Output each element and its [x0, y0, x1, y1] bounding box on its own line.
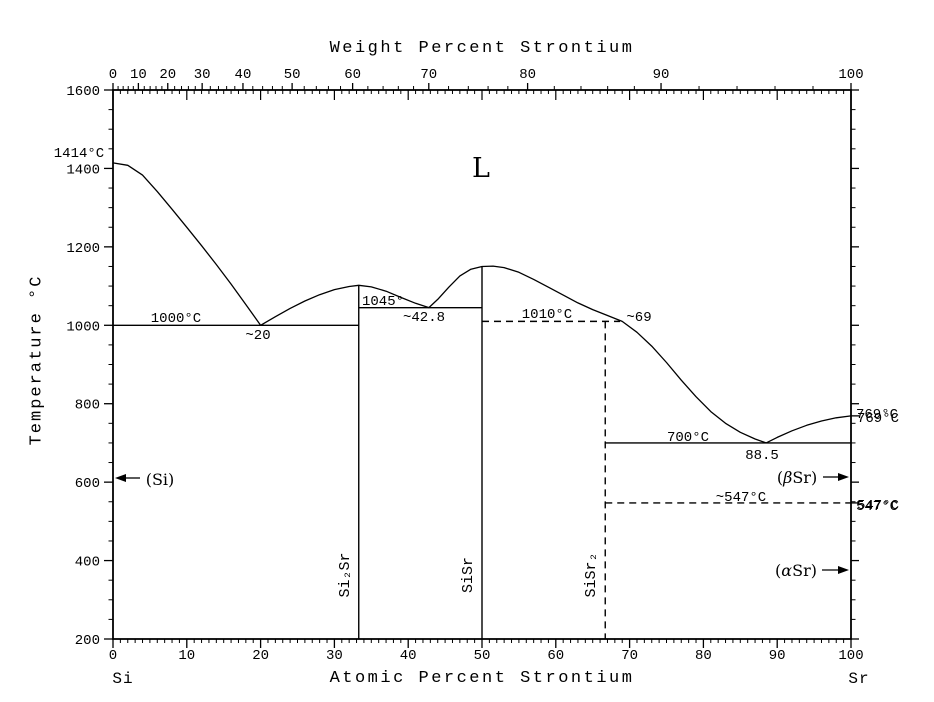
y-tick-label: 1000: [66, 319, 100, 335]
weight-tick-label: 60: [344, 67, 361, 83]
y-tick-label: 1600: [66, 84, 100, 100]
x-tick-label: 70: [621, 648, 638, 664]
annotation-20: ~20: [245, 328, 270, 344]
weight-tick-label: 20: [159, 67, 176, 83]
annotation-88.5: 88.5: [745, 448, 779, 464]
annotation-42.8: ~42.8: [403, 310, 445, 326]
weight-tick-label: 10: [130, 67, 147, 83]
weight-tick-label: 40: [235, 67, 252, 83]
weight-tick-label: 30: [194, 67, 211, 83]
annotation-1414C: 1414°C: [54, 146, 104, 162]
x-tick-label: 100: [838, 648, 863, 664]
y-tick-label: 800: [75, 398, 100, 414]
x-tick-label: 30: [326, 648, 343, 664]
annotation-769C: 769°C: [857, 411, 899, 427]
phase-arrow-head: [838, 566, 849, 574]
annotation-1045: 1045°: [362, 294, 404, 310]
weight-tick-label: 70: [420, 67, 437, 83]
weight-axis-title: Weight Percent Strontium: [329, 39, 635, 58]
phase-arrow-head: [838, 473, 849, 481]
compound-label: SiSr₂: [583, 552, 600, 597]
compound-label: SiSr: [460, 557, 477, 593]
weight-tick-label: 50: [284, 67, 301, 83]
atomic-axis-title: Atomic Percent Strontium: [329, 669, 635, 688]
annotation-700C: 700°C: [667, 430, 709, 446]
annotation-547C: 547°C: [857, 498, 899, 514]
right-axis-label: 769°C: [856, 407, 898, 423]
right-axis-label: 547°C: [856, 499, 898, 515]
x-tick-label: 50: [474, 648, 491, 664]
y-tick-label: 1200: [66, 241, 100, 257]
y-tick-label: 200: [75, 633, 100, 649]
x-tick-label: 10: [178, 648, 195, 664]
x-tick-label: 40: [400, 648, 417, 664]
y-tick-label: 600: [75, 476, 100, 492]
weight-tick-label: 80: [519, 67, 536, 83]
corner-label-si: Si: [112, 670, 134, 688]
x-tick-label: 60: [547, 648, 564, 664]
x-tick-label: 80: [695, 648, 712, 664]
corner-label-sr: Sr: [848, 670, 870, 688]
phase-arrow-head: [115, 474, 126, 482]
weight-tick-label: 100: [838, 67, 863, 83]
compound-label: Si₂Sr: [337, 552, 354, 597]
phase-label: (Si): [146, 470, 175, 489]
liquid-region-label: L: [472, 153, 490, 184]
x-tick-label: 20: [252, 648, 269, 664]
liquidus-curve: [112, 162, 852, 444]
x-tick-label: 90: [769, 648, 786, 664]
x-tick-label: 0: [109, 648, 117, 664]
phase-label: (αSr): [775, 561, 817, 580]
weight-tick-label: 0: [109, 67, 117, 83]
annotation-1000C: 1000°C: [151, 311, 201, 327]
weight-tick-label: 90: [653, 67, 670, 83]
annotation-547C: ~547°C: [716, 490, 766, 506]
annotation-69: ~69: [626, 310, 651, 326]
y-tick-label: 400: [75, 555, 100, 571]
phase-label: (βSr): [777, 468, 817, 487]
annotation-1010C: 1010°C: [522, 307, 572, 323]
y-tick-label: 1400: [66, 162, 100, 178]
